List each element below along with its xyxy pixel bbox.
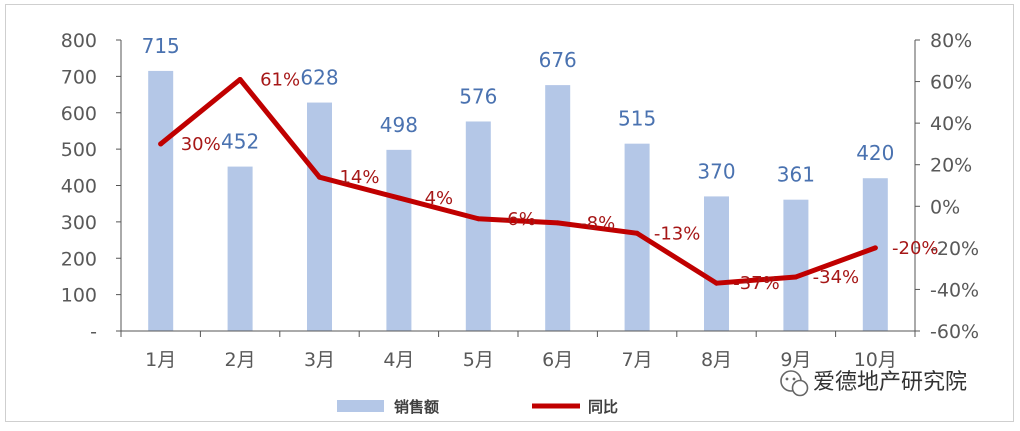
bar-label-5: 576: [459, 84, 497, 108]
bar-5: [465, 121, 491, 331]
right-tick-label: -60%: [930, 321, 979, 343]
bar-3: [307, 102, 332, 331]
line-label-10: -20%: [892, 238, 939, 259]
left-tick-label: 200: [61, 248, 97, 270]
right-tick-label: 80%: [930, 30, 972, 52]
line-label-2: 61%: [260, 69, 300, 90]
left-tick-label: 700: [61, 66, 97, 88]
x-tick-label: 4月: [383, 349, 414, 371]
line-point-6: [555, 220, 561, 226]
bar-9: [783, 199, 809, 331]
line-point-10: [872, 245, 878, 251]
bar-label-10: 420: [856, 141, 894, 165]
x-tick-label: 9月: [780, 349, 811, 371]
bar-label-7: 515: [618, 107, 656, 131]
right-tick-label: 0%: [930, 196, 960, 218]
right-tick-label: 40%: [930, 113, 972, 135]
line-label-6: -8%: [580, 213, 615, 234]
bar-label-3: 628: [300, 66, 338, 90]
bar-label-2: 452: [221, 130, 259, 154]
right-tick-label: -20%: [930, 238, 979, 260]
watermark: 爱德地产研究院: [780, 370, 967, 397]
left-tick-label: 500: [61, 139, 97, 161]
line-path: [158, 76, 878, 286]
left-tick-label: 300: [61, 212, 97, 234]
line-label-3: 14%: [339, 167, 379, 188]
bar-4: [386, 149, 412, 331]
line-label-4: 4%: [425, 188, 454, 209]
line-label-1: 30%: [181, 134, 221, 155]
bar-label-8: 370: [697, 159, 735, 183]
left-tick-label: 400: [61, 176, 97, 198]
bar-2: [227, 166, 253, 331]
x-tick-label: 1月: [145, 349, 176, 371]
watermark-text: 爱德地产研究院: [813, 370, 967, 395]
right-tick-label: 20%: [930, 155, 972, 177]
bar-label-4: 498: [380, 113, 418, 137]
x-axis-ticks: 1月 2月 3月 4月 5月 6月 7月 8月 9月 10月: [120, 331, 916, 371]
bar-6: [545, 85, 571, 331]
x-tick-label: 10月: [854, 349, 897, 371]
line-point-3: [317, 174, 322, 180]
wechat-icon: [780, 370, 809, 397]
x-tick-label: 2月: [225, 349, 256, 371]
legend-line-label: 同比: [588, 398, 618, 416]
x-tick-label: 5月: [463, 349, 494, 371]
right-axis-ticks: 80% 60% 40% 20% 0% -20% -40% -60%: [915, 30, 979, 343]
right-tick-label: -40%: [930, 279, 979, 301]
line-point-7: [634, 230, 640, 236]
bar-10: [862, 178, 888, 331]
x-tick-label: 3月: [304, 349, 335, 371]
bar-label-6: 676: [539, 48, 577, 72]
chart-frame: [5, 4, 1014, 422]
line-data-labels: 30% 61% 14% 4% -6% -8% -13% -37% -34% -20%: [181, 69, 939, 294]
left-tick-label: 100: [61, 285, 97, 307]
line-series: [158, 76, 878, 286]
legend-bar-label: 销售额: [394, 398, 439, 416]
line-label-5: -6%: [501, 209, 536, 230]
line-label-9: -34%: [813, 267, 860, 288]
x-tick-label: 6月: [542, 349, 573, 371]
line-point-9: [793, 274, 799, 280]
x-tick-label: 7月: [622, 349, 653, 371]
line-point-5: [475, 216, 481, 222]
left-tick-label: 800: [61, 30, 97, 52]
bar-series: [148, 70, 888, 331]
bar-label-1: 715: [142, 34, 180, 58]
right-tick-label: 60%: [930, 72, 972, 94]
line-point-4: [396, 195, 402, 201]
left-tick-label: 600: [61, 103, 97, 125]
left-axis-ticks: 800 700 600 500 400 300 200 100 -: [61, 30, 121, 343]
line-point-1: [158, 141, 164, 147]
legend: 销售额 同比: [337, 398, 618, 416]
x-tick-label: 8月: [701, 349, 732, 371]
left-tick-label: -: [90, 321, 97, 343]
line-point-8: [714, 280, 719, 286]
line-label-7: -13%: [654, 223, 701, 244]
bar-data-labels: 715 452 628 498 576 676 515 370 361 420: [142, 34, 895, 187]
bar-8: [704, 196, 729, 331]
line-point-2: [237, 76, 243, 82]
bar-1: [148, 70, 174, 331]
legend-bar-swatch: [337, 400, 384, 412]
bar-label-9: 361: [777, 163, 815, 187]
line-label-8: -37%: [733, 273, 780, 294]
